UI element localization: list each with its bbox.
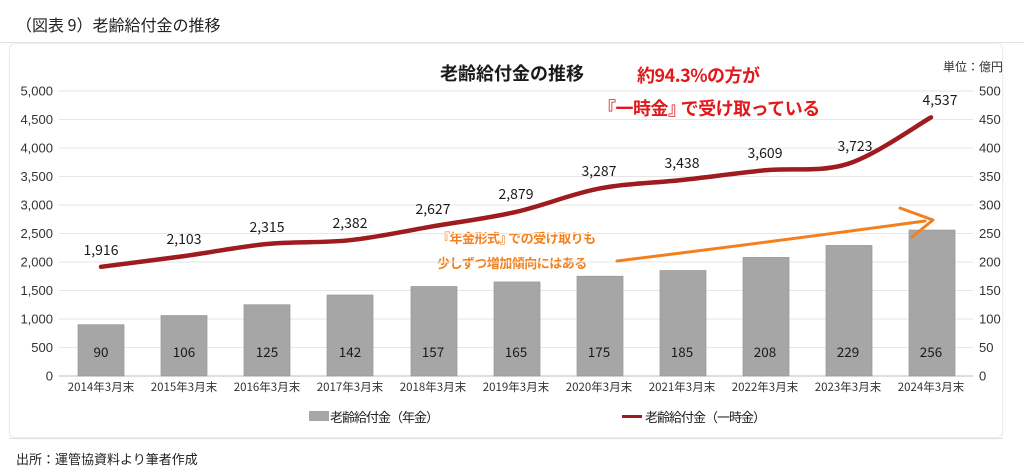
- svg-text:256: 256: [920, 341, 942, 361]
- svg-text:1,500: 1,500: [20, 283, 53, 298]
- svg-text:200: 200: [979, 255, 1001, 270]
- svg-text:2,500: 2,500: [20, 226, 53, 241]
- svg-text:2,000: 2,000: [20, 255, 53, 270]
- svg-text:3,438: 3,438: [665, 153, 700, 173]
- svg-text:5,000: 5,000: [20, 84, 53, 99]
- svg-text:157: 157: [422, 341, 444, 361]
- svg-text:229: 229: [837, 341, 859, 361]
- svg-text:106: 106: [173, 341, 195, 361]
- svg-text:3,500: 3,500: [20, 169, 53, 184]
- svg-text:3,609: 3,609: [748, 143, 783, 163]
- svg-text:3,723: 3,723: [838, 136, 873, 156]
- svg-text:1,916: 1,916: [84, 240, 119, 260]
- svg-text:3,287: 3,287: [582, 161, 617, 181]
- svg-text:2017年3月末: 2017年3月末: [317, 379, 384, 395]
- svg-text:125: 125: [256, 341, 278, 361]
- svg-text:2014年3月末: 2014年3月末: [68, 379, 135, 395]
- svg-text:2024年3月末: 2024年3月末: [898, 379, 965, 395]
- svg-text:2020年3月末: 2020年3月末: [566, 379, 633, 395]
- svg-text:90: 90: [94, 341, 109, 361]
- svg-text:450: 450: [979, 112, 1001, 127]
- svg-text:500: 500: [31, 340, 53, 355]
- svg-text:165: 165: [505, 341, 527, 361]
- svg-text:2022年3月末: 2022年3月末: [732, 379, 799, 395]
- svg-text:0: 0: [46, 369, 53, 384]
- svg-text:350: 350: [979, 169, 1001, 184]
- svg-text:4,000: 4,000: [20, 141, 53, 156]
- svg-text:2,382: 2,382: [333, 213, 368, 233]
- svg-text:2019年3月末: 2019年3月末: [483, 379, 550, 395]
- svg-text:500: 500: [979, 84, 1001, 99]
- svg-text:175: 175: [588, 341, 610, 361]
- svg-text:3,000: 3,000: [20, 198, 53, 213]
- svg-text:142: 142: [339, 341, 361, 361]
- svg-text:1,000: 1,000: [20, 312, 53, 327]
- svg-text:2,879: 2,879: [499, 184, 534, 204]
- svg-text:4,537: 4,537: [923, 90, 958, 110]
- svg-text:0: 0: [979, 369, 986, 384]
- svg-text:2021年3月末: 2021年3月末: [649, 379, 716, 395]
- svg-text:2,627: 2,627: [416, 199, 451, 219]
- svg-text:100: 100: [979, 312, 1001, 327]
- svg-text:150: 150: [979, 283, 1001, 298]
- svg-text:2,103: 2,103: [167, 229, 202, 249]
- svg-text:185: 185: [671, 341, 693, 361]
- svg-text:2015年3月末: 2015年3月末: [151, 379, 218, 395]
- svg-text:2018年3月末: 2018年3月末: [400, 379, 467, 395]
- svg-text:50: 50: [979, 340, 993, 355]
- svg-text:4,500: 4,500: [20, 112, 53, 127]
- svg-text:400: 400: [979, 141, 1001, 156]
- svg-text:2,315: 2,315: [250, 217, 285, 237]
- svg-text:250: 250: [979, 226, 1001, 241]
- svg-text:208: 208: [754, 341, 776, 361]
- svg-text:2023年3月末: 2023年3月末: [815, 379, 882, 395]
- svg-text:2016年3月末: 2016年3月末: [234, 379, 301, 395]
- svg-text:300: 300: [979, 198, 1001, 213]
